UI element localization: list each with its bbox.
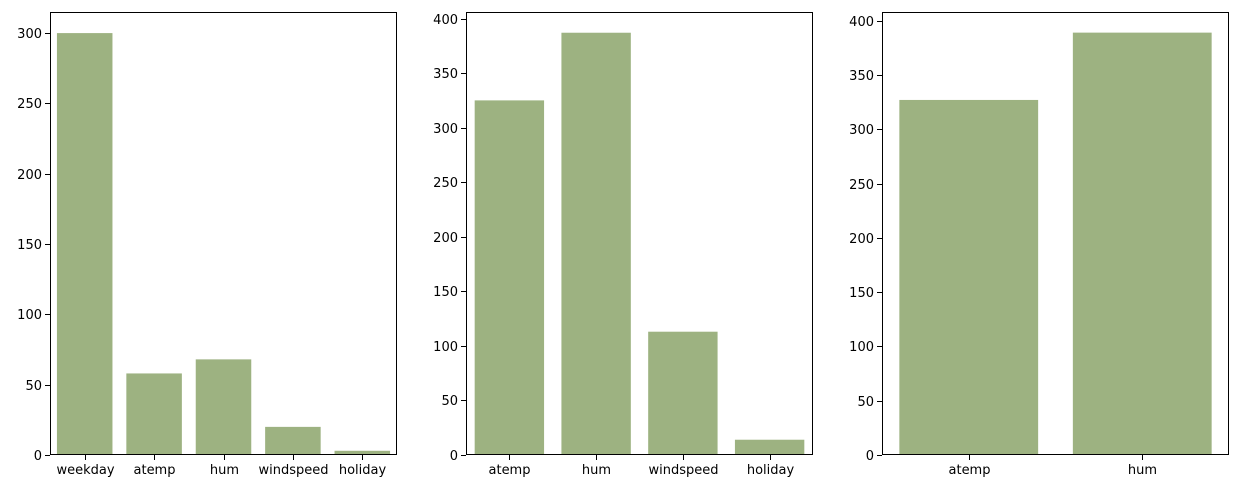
bar-hum (1072, 32, 1212, 455)
y-tick-label: 0 (450, 449, 458, 464)
bar-atemp (474, 100, 545, 455)
y-tick-label: 0 (34, 449, 42, 464)
x-tick-label-weekday: weekday (56, 463, 114, 478)
bar-hum (561, 32, 631, 455)
chart-panel-3: 0 50 100 150 200 250 300 350 400 atemp hum (849, 12, 1229, 478)
x-tick-label-holiday: holiday (747, 463, 795, 478)
y-tick-label: 100 (433, 340, 458, 355)
bar-holiday (334, 450, 391, 455)
bar-atemp (126, 373, 182, 455)
y-tick-label: 350 (433, 67, 458, 82)
y-tick-label: 50 (857, 395, 874, 410)
y-tick-label: 200 (849, 232, 874, 247)
x-tick-label-windspeed: windspeed (648, 463, 718, 478)
y-tick-label: 150 (433, 285, 458, 300)
y-tick-label: 350 (849, 69, 874, 84)
y-tick-label: 100 (849, 340, 874, 355)
x-tick-label-windspeed: windspeed (258, 463, 328, 478)
axes-frame (466, 12, 813, 455)
axes-frame (882, 12, 1229, 455)
y-tick-label: 250 (433, 176, 458, 191)
bar-windspeed (648, 331, 718, 455)
x-tick-label-hum: hum (582, 463, 611, 478)
y-tick-label: 300 (17, 27, 42, 42)
y-tick-label: 400 (849, 15, 874, 30)
bar-weekday (56, 33, 113, 455)
axes-frame (50, 12, 397, 455)
y-tick-label: 50 (25, 379, 42, 394)
x-tick-label-hum: hum (1128, 463, 1157, 478)
x-tick-label-atemp: atemp (949, 463, 991, 478)
y-tick-label: 300 (433, 122, 458, 137)
x-tick-label-atemp: atemp (134, 463, 176, 478)
y-tick-label: 150 (849, 286, 874, 301)
x-tick-label-holiday: holiday (339, 463, 387, 478)
y-tick-label: 400 (433, 13, 458, 28)
bar-hum (195, 359, 252, 455)
y-tick-label: 50 (441, 394, 458, 409)
bar-holiday (734, 439, 805, 455)
bar-windspeed (265, 426, 321, 455)
y-tick-label: 150 (17, 238, 42, 253)
y-tick-label: 200 (17, 168, 42, 183)
y-tick-label: 0 (866, 449, 874, 464)
chart-panel-1: 0 50 100 150 200 250 300 weekday atemp hum windspe… (17, 12, 397, 478)
x-tick-label-hum: hum (210, 463, 239, 478)
y-tick-label: 200 (433, 231, 458, 246)
y-tick-label: 100 (17, 308, 42, 323)
chart-panel-2: 0 50 100 150 200 250 300 350 400 atemp hum windspee… (433, 12, 813, 478)
y-tick-label: 300 (849, 123, 874, 138)
x-tick-label-atemp: atemp (489, 463, 531, 478)
bar-atemp (899, 99, 1039, 455)
y-tick-label: 250 (849, 178, 874, 193)
y-tick-label: 250 (17, 97, 42, 112)
